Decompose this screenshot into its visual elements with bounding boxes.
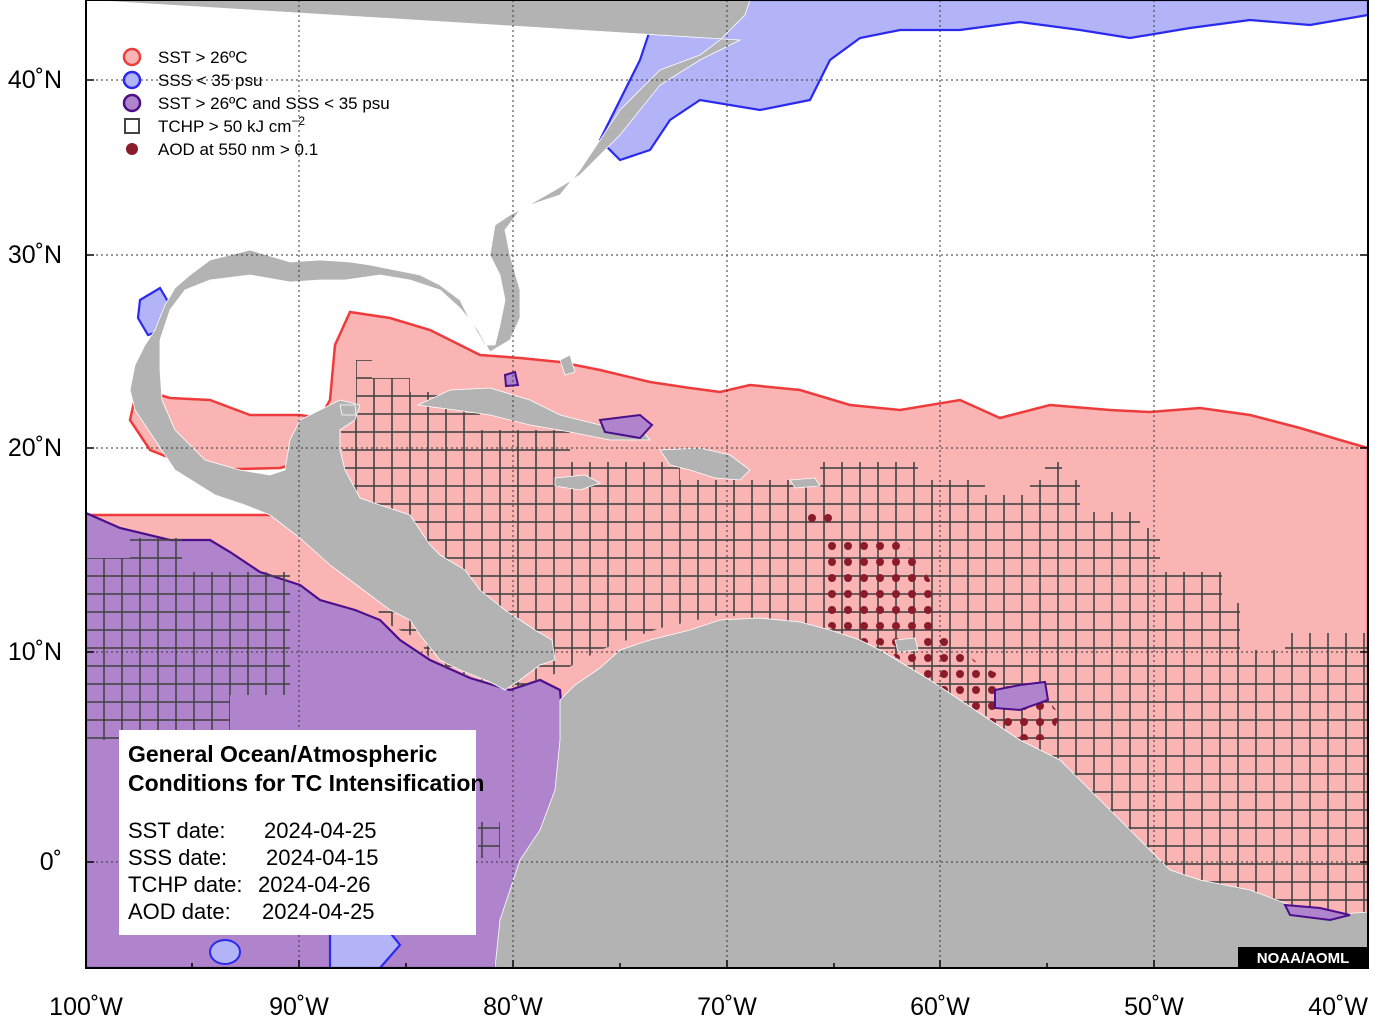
trinidad (894, 637, 919, 653)
aod-legend-swatch (126, 143, 138, 155)
south-america (494, 617, 1368, 968)
sst-date-value: 2024-04-25 (264, 818, 377, 843)
aod-dot (808, 514, 816, 522)
bahamas (559, 354, 576, 376)
x-tick-label: 60˚W (910, 993, 970, 1019)
y-tick-label: 30˚N (8, 241, 62, 269)
tchp-date-label: TCHP date: (128, 872, 243, 897)
aod-legend-label: AOD at 550 nm > 0.1 (158, 140, 318, 159)
tchp-grid-atlantic (340, 360, 1368, 918)
x-tick-label: 80˚W (483, 993, 543, 1019)
x-tick-label: 70˚W (697, 993, 757, 1019)
both-conditions-patch (994, 680, 1050, 712)
info-box: General Ocean/Atmospheric Conditions for… (119, 730, 484, 935)
credit-badge: NOAA/AOML (1238, 947, 1368, 968)
land (86, 0, 1368, 968)
both-legend-label: SST > 26ºC and SSS < 35 psu (158, 94, 390, 113)
sst-date-label: SST date: (128, 818, 225, 843)
jamaica (554, 474, 601, 491)
aod-date-value: 2024-04-25 (262, 899, 375, 924)
tchp-grid-pacific (86, 538, 290, 760)
x-axis-labels: 100˚W 90˚W 80˚W 70˚W 60˚W 50˚W 40˚W (49, 993, 1368, 1019)
tchp-legend-label: TCHP > 50 kJ cm−2 (158, 114, 305, 136)
info-title-line1: General Ocean/Atmospheric (128, 741, 438, 767)
aod-dot (824, 514, 832, 522)
legend: SST > 26ºC SSS < 35 psu SST > 26ºC and S… (122, 47, 390, 159)
info-box-panel (119, 730, 476, 935)
y-tick-label: 40˚N (8, 66, 62, 94)
sss-date-value: 2024-04-15 (266, 845, 379, 870)
credit-label: NOAA/AOML (1257, 950, 1350, 967)
aod-date-label: AOD date: (128, 899, 231, 924)
y-tick-label: 0˚ (40, 848, 62, 876)
info-title-line2: Conditions for TC Intensification (128, 770, 484, 796)
sss-date-label: SSS date: (128, 845, 227, 870)
tchp-date-value: 2024-04-26 (258, 872, 371, 897)
both-conditions-patch (503, 370, 520, 388)
sss-legend-label: SSS < 35 psu (158, 71, 262, 90)
tchp-legend-swatch (124, 118, 140, 134)
y-tick-label: 10˚N (8, 638, 62, 666)
low-salinity-patch (209, 939, 241, 965)
sss-legend-swatch (122, 70, 142, 90)
sst-legend-label: SST > 26ºC (158, 48, 248, 67)
yucatan-island (339, 404, 357, 416)
both-conditions-patch (598, 413, 654, 440)
both-legend-swatch (122, 93, 142, 113)
x-tick-label: 40˚W (1308, 993, 1368, 1019)
x-tick-label: 90˚W (269, 993, 329, 1019)
x-tick-label: 100˚W (49, 993, 123, 1019)
puerto-rico (789, 477, 821, 489)
tchp-grid-south (478, 822, 500, 858)
tick-marks (85, 79, 1368, 968)
north-america (86, 0, 751, 691)
both-conditions-patch (1283, 903, 1351, 922)
y-axis-labels: 40˚N 30˚N 20˚N 10˚N 0˚ (8, 66, 62, 876)
sst-legend-swatch (122, 47, 142, 67)
low-salinity-northeast (598, 0, 1368, 162)
y-tick-label: 20˚N (8, 434, 62, 462)
x-tick-label: 50˚W (1124, 993, 1184, 1019)
